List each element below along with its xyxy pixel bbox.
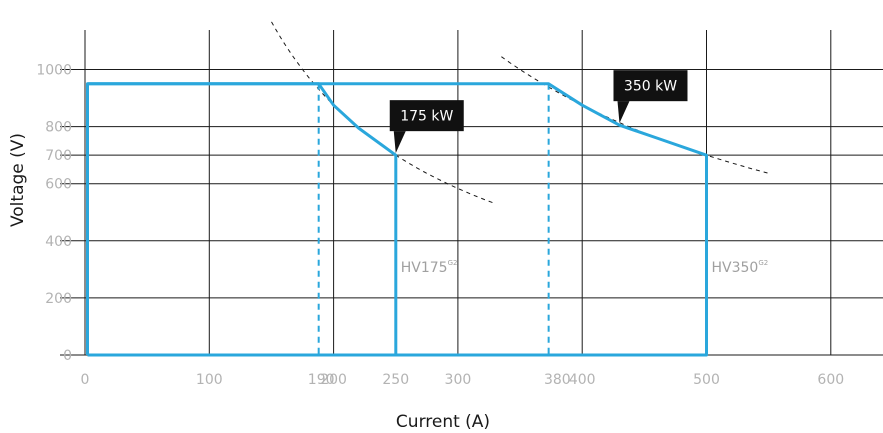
power-callouts: 175 kW 350 kW: [389, 70, 688, 154]
series-label-hv350: HV350G2: [712, 259, 769, 276]
x-tick-label-600: 600: [817, 372, 844, 388]
y-tick-label-400: 400: [45, 234, 72, 250]
series-label-hv175: HV175G2: [401, 259, 458, 276]
x-tick-label-100: 100: [196, 372, 223, 388]
series-label-main: HV350: [712, 260, 759, 276]
dashed-limit-lines: [317, 83, 550, 355]
y-tick-label-700: 700: [45, 148, 72, 164]
callout-box: [389, 100, 464, 132]
series-lines: [86, 82, 708, 357]
y-tick-label-200: 200: [45, 291, 72, 307]
x-axis-title: Current (A): [396, 412, 490, 432]
callout-box: [613, 70, 688, 102]
y-tick-label-1000: 1000: [36, 63, 72, 79]
series-labels: HV175G2 HV350G2: [401, 259, 768, 276]
y-axis-tick-labels: 0 200 400 600 700 800 1000: [36, 63, 72, 365]
series-label-superscript: G2: [758, 259, 768, 267]
x-tick-label-400: 400: [569, 372, 596, 388]
x-tick-label-200: 200: [320, 372, 347, 388]
x-tick-label-190: 190: [308, 372, 335, 388]
x-tick-label-380: 380: [544, 372, 571, 388]
x-tick-label-0: 0: [81, 372, 90, 388]
series-label-superscript: G2: [448, 259, 458, 267]
callout-175-kw: 175 kW: [389, 100, 464, 154]
vertical-gridlines: [84, 30, 832, 355]
callout-pointer: [393, 131, 406, 154]
y-tick-label-600: 600: [45, 177, 72, 193]
callout-label: 350 kW: [624, 79, 677, 95]
y-tick-label-0: 0: [63, 348, 72, 364]
y-axis-title: Voltage (V): [8, 133, 28, 227]
x-tick-label-300: 300: [445, 372, 472, 388]
x-tick-label-500: 500: [693, 372, 720, 388]
constant-power-curves: [271, 21, 769, 205]
y-tick-label-800: 800: [45, 120, 72, 136]
callout-label: 175 kW: [400, 109, 453, 125]
callout-pointer: [617, 101, 630, 124]
series-label-main: HV175: [401, 260, 448, 276]
series-line-hv175: [86, 82, 398, 357]
series-line-hv350: [87, 82, 708, 357]
horizontal-gridlines: [60, 69, 883, 356]
x-tick-label-250: 250: [382, 372, 409, 388]
callout-350-kw: 350 kW: [613, 70, 688, 124]
